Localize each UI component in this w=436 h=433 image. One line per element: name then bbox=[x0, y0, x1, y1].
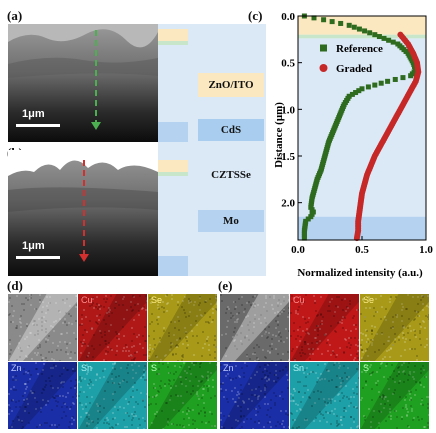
depth-arrow-a bbox=[91, 30, 101, 130]
eds-map-label-s: S bbox=[363, 363, 370, 373]
point-reference bbox=[381, 35, 387, 41]
window-layer-swatch-a bbox=[158, 29, 188, 41]
eds-map-s: S bbox=[148, 362, 217, 429]
point-reference bbox=[353, 90, 359, 96]
eds-map-se: Se bbox=[360, 294, 429, 361]
sem-surface-texture bbox=[8, 24, 158, 78]
scale-bar-a bbox=[16, 124, 60, 127]
point-reference bbox=[329, 19, 335, 25]
point-reference bbox=[346, 22, 352, 28]
y-tick-label: 2.0 bbox=[281, 198, 295, 210]
eds-map-label-sn: Sn bbox=[293, 363, 305, 373]
x-axis-label: Normalized intensity (a.u.) bbox=[297, 267, 423, 279]
eds-map-zn: Zn bbox=[220, 362, 289, 429]
point-reference bbox=[372, 82, 378, 88]
scale-label-b: 1μm bbox=[22, 240, 45, 252]
axis-ticks: 0.0 0.5 1.0 1.5 2.0 0.0 0.5 1.0 bbox=[281, 11, 433, 256]
point-reference bbox=[390, 39, 396, 45]
layer-label-zno-ito: ZnO/ITO bbox=[198, 73, 264, 97]
band-3 bbox=[298, 216, 426, 240]
y-tick-label: 0.5 bbox=[281, 58, 295, 70]
eds-map-sn: Sn bbox=[290, 362, 359, 429]
y-tick-label: 1.5 bbox=[281, 151, 295, 163]
point-reference bbox=[321, 17, 327, 23]
point-reference bbox=[365, 84, 371, 90]
eds-map-zn: Zn bbox=[8, 362, 77, 429]
panel-label-a: (a) bbox=[7, 8, 23, 23]
legend-marker-reference bbox=[320, 44, 327, 52]
eds-map-label-s: S bbox=[151, 363, 158, 373]
layer-label-mo: Mo bbox=[198, 210, 264, 232]
layer-label-cds: CdS bbox=[198, 119, 264, 141]
point-reference bbox=[351, 24, 357, 30]
scale-bar-b bbox=[16, 256, 60, 259]
y-axis-label: Distance (μm) bbox=[273, 102, 285, 168]
eds-map-label-sn: Sn bbox=[81, 363, 93, 373]
y-tick-label: 0.0 bbox=[281, 11, 295, 23]
legend-label-reference: Reference bbox=[336, 43, 383, 55]
point-reference bbox=[386, 37, 392, 43]
point-reference bbox=[362, 28, 368, 34]
sem-image-graded: 1μm bbox=[8, 150, 158, 276]
point-reference bbox=[301, 235, 307, 241]
eds-map-sn: Sn bbox=[78, 362, 147, 429]
buffer-layer-swatch-b bbox=[158, 172, 188, 176]
panel-label-e: (e) bbox=[218, 278, 233, 293]
panel-label-d: (d) bbox=[7, 278, 23, 293]
back-contact-swatch-b bbox=[158, 256, 188, 276]
point-reference bbox=[400, 75, 406, 81]
x-tick-label: 0.5 bbox=[355, 244, 369, 256]
eds-map-label-se: Se bbox=[363, 295, 375, 305]
point-reference bbox=[378, 80, 384, 86]
point-reference bbox=[367, 30, 373, 36]
point-reference bbox=[359, 86, 365, 92]
point-reference bbox=[305, 216, 311, 222]
point-reference bbox=[311, 15, 317, 21]
x-tick-label: 1.0 bbox=[419, 244, 433, 256]
legend-label-graded: Graded bbox=[336, 63, 372, 75]
layer-label-czts: CZTSSe bbox=[198, 164, 264, 186]
point-reference bbox=[372, 32, 378, 38]
y-tick-label: 1.0 bbox=[281, 104, 295, 116]
eds-map-sem bbox=[8, 294, 77, 361]
point-reference bbox=[308, 214, 314, 220]
sem-image-reference: 1μm bbox=[8, 24, 158, 142]
point-reference bbox=[356, 88, 362, 94]
legend: Reference Graded bbox=[319, 43, 383, 75]
eds-map-label-zn: Zn bbox=[223, 363, 234, 373]
depth-profile-chart: 0.0 0.5 1.0 1.5 2.0 0.0 0.5 1.0 Distance (μm) N… bbox=[273, 11, 433, 279]
point-reference bbox=[338, 20, 344, 26]
layer-stack-schematic: ZnO/ITO CdS CZTSSe Mo bbox=[158, 24, 266, 276]
eds-map-cu: Cu bbox=[78, 294, 147, 361]
eds-maps-reference: Cu Se Zn Sn S bbox=[8, 294, 218, 430]
legend-marker-graded bbox=[319, 64, 328, 72]
scale-label-a: 1μm bbox=[22, 108, 45, 120]
point-reference bbox=[376, 34, 382, 40]
eds-map-label-cu: Cu bbox=[293, 295, 305, 305]
panel-label-c: (c) bbox=[248, 8, 263, 23]
point-reference bbox=[392, 76, 398, 82]
point-reference bbox=[356, 26, 362, 32]
band-1 bbox=[298, 34, 426, 39]
x-tick-label: 0.0 bbox=[291, 244, 305, 256]
data-series bbox=[301, 13, 422, 242]
buffer-layer-swatch-a bbox=[158, 41, 188, 45]
eds-map-label-se: Se bbox=[151, 295, 163, 305]
eds-map-s: S bbox=[360, 362, 429, 429]
eds-map-label-zn: Zn bbox=[11, 363, 22, 373]
window-layer-swatch-b bbox=[158, 160, 188, 172]
back-contact-swatch-a bbox=[158, 122, 188, 142]
depth-arrow-b bbox=[79, 160, 89, 262]
point-reference bbox=[349, 91, 355, 97]
eds-map-se: Se bbox=[148, 294, 217, 361]
eds-maps-graded: Cu Se Zn Sn S bbox=[220, 294, 430, 430]
point-reference bbox=[385, 78, 391, 84]
point-reference bbox=[408, 73, 414, 79]
eds-map-label-cu: Cu bbox=[81, 295, 93, 305]
eds-map-sem bbox=[220, 294, 289, 361]
eds-map-cu: Cu bbox=[290, 294, 359, 361]
band-0 bbox=[298, 16, 426, 35]
